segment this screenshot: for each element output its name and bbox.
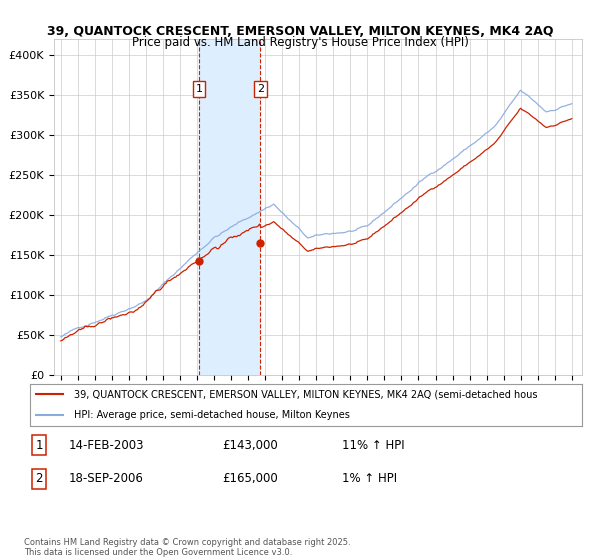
Text: HPI: Average price, semi-detached house, Milton Keynes: HPI: Average price, semi-detached house,…	[74, 410, 350, 420]
Text: Price paid vs. HM Land Registry's House Price Index (HPI): Price paid vs. HM Land Registry's House …	[131, 36, 469, 49]
Text: 1% ↑ HPI: 1% ↑ HPI	[342, 472, 397, 486]
Text: 1: 1	[35, 438, 43, 452]
Text: Contains HM Land Registry data © Crown copyright and database right 2025.
This d: Contains HM Land Registry data © Crown c…	[24, 538, 350, 557]
Text: 39, QUANTOCK CRESCENT, EMERSON VALLEY, MILTON KEYNES, MK4 2AQ: 39, QUANTOCK CRESCENT, EMERSON VALLEY, M…	[47, 25, 553, 38]
Text: £143,000: £143,000	[222, 438, 278, 452]
Text: 1: 1	[196, 84, 202, 94]
Text: 14-FEB-2003: 14-FEB-2003	[69, 438, 145, 452]
Text: 2: 2	[35, 472, 43, 486]
Text: 2: 2	[257, 84, 264, 94]
Text: 11% ↑ HPI: 11% ↑ HPI	[342, 438, 404, 452]
Text: £165,000: £165,000	[222, 472, 278, 486]
Text: 39, QUANTOCK CRESCENT, EMERSON VALLEY, MILTON KEYNES, MK4 2AQ (semi-detached hou: 39, QUANTOCK CRESCENT, EMERSON VALLEY, M…	[74, 389, 538, 399]
Bar	[199, 39, 260, 375]
Text: 18-SEP-2006: 18-SEP-2006	[69, 472, 144, 486]
